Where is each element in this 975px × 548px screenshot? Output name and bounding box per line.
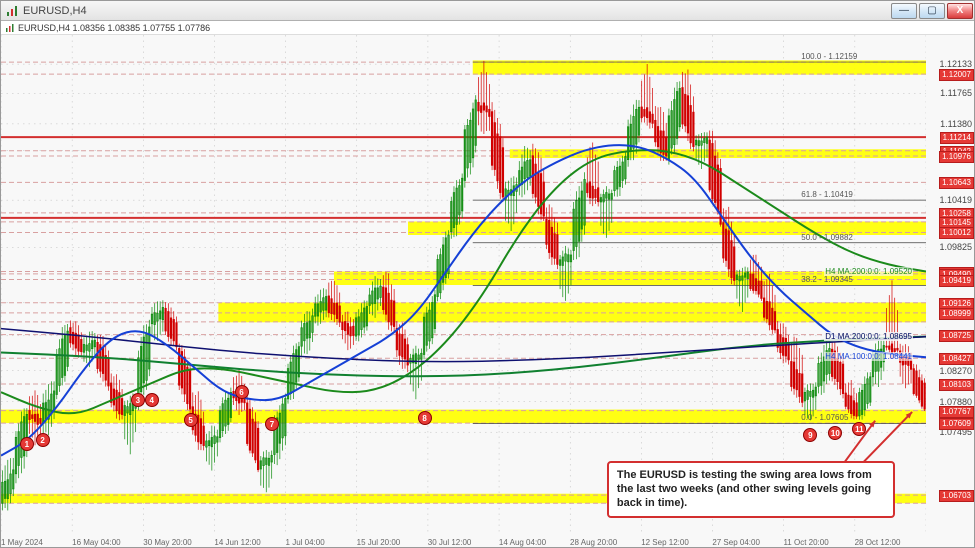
annotation-callout: The EURUSD is testing the swing area low… [607, 461, 895, 518]
price-tag: 1.08103 [939, 379, 974, 391]
x-tick: 1 May 2024 [1, 538, 43, 547]
price-tag: 1.10643 [939, 177, 974, 189]
swing-marker: 2 [36, 433, 50, 447]
chart-icon [5, 23, 15, 33]
y-tick: 1.11380 [940, 119, 972, 129]
fib-label: 100.0 - 1.12159 [801, 52, 857, 61]
price-tag: 1.08427 [939, 353, 974, 365]
x-tick: 14 Aug 04:00 [499, 538, 546, 547]
x-tick: 27 Sep 04:00 [712, 538, 760, 547]
fib-label: 61.8 - 1.10419 [801, 190, 853, 199]
price-tag: 1.08999 [939, 308, 974, 320]
y-tick: 1.12133 [939, 59, 972, 69]
y-tick: 1.08270 [939, 366, 972, 376]
x-tick: 30 May 20:00 [143, 538, 191, 547]
swing-marker: 7 [265, 417, 279, 431]
x-tick: 28 Oct 12:00 [855, 538, 901, 547]
titlebar[interactable]: EURUSD,H4 — ▢ X [1, 1, 974, 21]
x-tick: 11 Oct 20:00 [783, 538, 828, 547]
y-tick: 1.09825 [939, 242, 972, 252]
swing-marker: 6 [235, 385, 249, 399]
x-axis: 1 May 2024 16 May 04:00 30 May 20:00 14 Jun… [1, 535, 926, 547]
x-tick: 28 Aug 20:00 [570, 538, 617, 547]
swing-marker: 11 [852, 422, 866, 436]
swing-marker: 8 [418, 411, 432, 425]
close-button[interactable]: X [947, 3, 973, 19]
price-tag: 1.11214 [940, 132, 974, 144]
x-tick: 30 Jul 12:00 [428, 538, 472, 547]
y-tick: 1.11765 [940, 88, 972, 98]
ohlc-text: EURUSD,H4 1.08356 1.08385 1.07755 1.0778… [18, 23, 210, 33]
chart-window: EURUSD,H4 — ▢ X EURUSD,H4 1.08356 1.0838… [0, 0, 975, 548]
chart-icon [5, 4, 19, 18]
fib-label: 50.0 - 1.09882 [801, 233, 853, 242]
swing-marker: 4 [145, 393, 159, 407]
x-tick: 16 May 04:00 [72, 538, 120, 547]
price-tag: 1.09419 [939, 275, 974, 287]
price-tag: 1.10012 [939, 227, 974, 239]
fib-label: 0.0 - 1.07605 [801, 413, 848, 422]
window-title: EURUSD,H4 [23, 5, 87, 17]
ma-label: H4 MA:100:0:0: 1.08441 [824, 352, 913, 361]
maximize-button[interactable]: ▢ [919, 3, 945, 19]
x-tick: 1 Jul 04:00 [286, 538, 325, 547]
chart-area[interactable]: 1.067031.074951.078801.082701.087101.091… [1, 35, 974, 547]
minimize-button[interactable]: — [891, 3, 917, 19]
ma-label: H4 MA:200:0:0: 1.09520 [824, 267, 913, 276]
price-tag: 1.07767 [939, 406, 974, 418]
ohlc-infobar: EURUSD,H4 1.08356 1.08385 1.07755 1.0778… [1, 21, 974, 35]
y-axis: 1.067031.074951.078801.082701.087101.091… [926, 35, 974, 535]
x-tick: 14 Jun 12:00 [214, 538, 260, 547]
swing-marker: 1 [20, 437, 34, 451]
fib-label: 38.2 - 1.09345 [801, 275, 853, 284]
price-tag: 1.06703 [939, 490, 974, 502]
price-tag: 1.12007 [939, 69, 974, 81]
x-tick: 15 Jul 20:00 [357, 538, 401, 547]
y-tick: 1.10419 [939, 195, 972, 205]
swing-marker: 3 [131, 393, 145, 407]
price-tag: 1.10976 [939, 151, 974, 163]
ma-label: D1 MA:200:0:0: 1.08695 [824, 332, 913, 341]
price-tag: 1.08725 [939, 330, 974, 342]
swing-marker: 5 [184, 413, 198, 427]
x-tick: 12 Sep 12:00 [641, 538, 689, 547]
price-tag: 1.07609 [939, 418, 974, 430]
